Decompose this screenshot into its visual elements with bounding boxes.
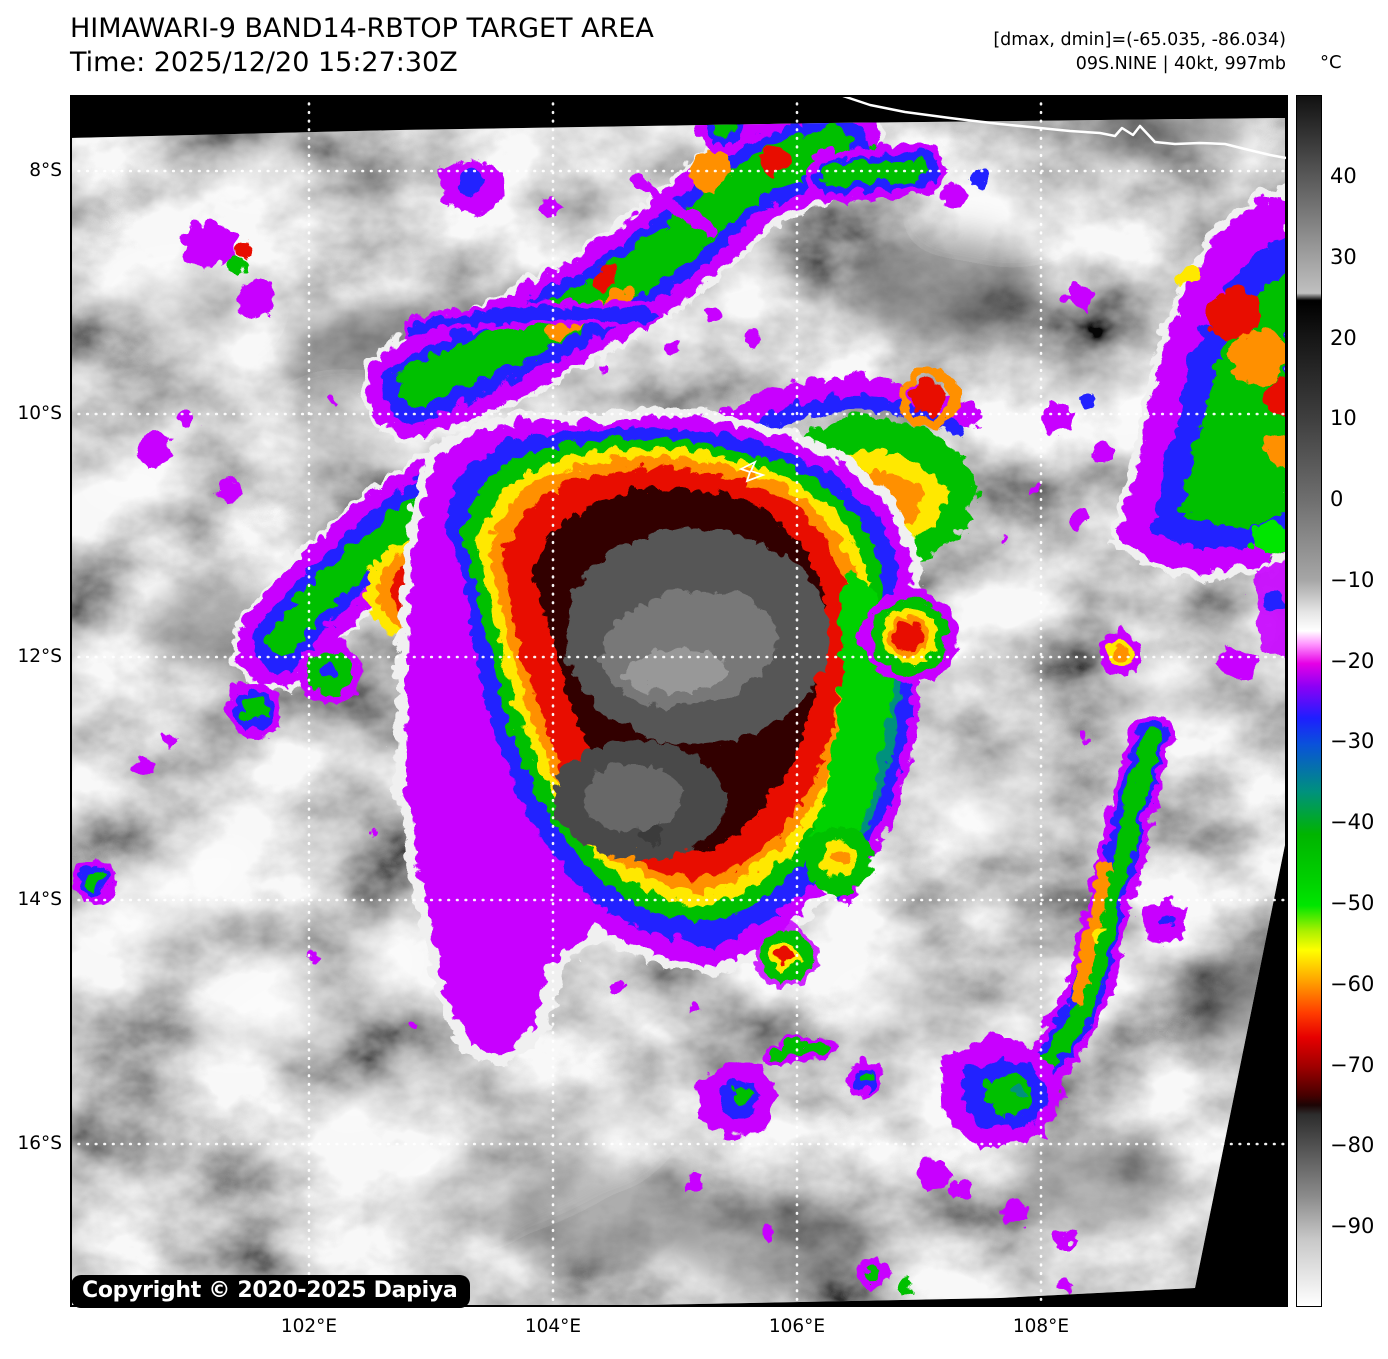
lat-tick-label: 10°S: [17, 403, 62, 424]
plot-border: [70, 95, 1288, 1307]
colorbar-tick-label: −30: [1330, 729, 1375, 753]
colorbar-tick-label: −90: [1330, 1214, 1375, 1238]
lon-tick-label: 104°E: [524, 1316, 582, 1337]
storm-info-label: 09S.NINE | 40kt, 997mb: [1075, 54, 1286, 74]
colorbar-tick-label: −20: [1330, 649, 1375, 673]
map-canvas: Copyright © 2020-2025 Dapiya: [70, 95, 1288, 1308]
lat-tick-label: 12°S: [17, 646, 62, 667]
lat-tick-label: 16°S: [17, 1133, 62, 1154]
colorbar-tick-label: −70: [1330, 1053, 1375, 1077]
colorbar-tick-label: −60: [1330, 972, 1375, 996]
colorbar-tick-label: −10: [1330, 568, 1375, 592]
colorbar-tick-label: −80: [1330, 1133, 1375, 1157]
colorbar-tick-label: −40: [1330, 810, 1375, 834]
enhanced-convection: [70, 118, 1285, 1288]
dmax-dmin-label: [dmax, dmin]=(-65.035, -86.034): [993, 30, 1286, 50]
header-meta-block: [dmax, dmin]=(-65.035, -86.034) 09S.NINE…: [993, 28, 1286, 76]
coastline: [842, 95, 1287, 160]
colorbar-tick-label: −50: [1330, 891, 1375, 915]
data-swath: [70, 118, 1285, 1307]
graticule: [70, 95, 1288, 1307]
product-time: Time: 2025/12/20 15:27:30Z: [70, 47, 458, 78]
colorbar-tick-label: 30: [1330, 245, 1357, 269]
page-title-block: HIMAWARI-9 BAND14-RBTOP TARGET AREA Time…: [70, 12, 654, 80]
lat-tick-label: 8°S: [29, 160, 62, 181]
storm-center-marker: [738, 460, 766, 483]
colorbar-tick-label: 10: [1330, 406, 1357, 430]
colorbar-tick-label: 0: [1330, 487, 1344, 511]
colorbar-tick-label: 40: [1330, 164, 1357, 188]
lon-tick-label: 106°E: [768, 1316, 826, 1337]
satellite-image: [70, 95, 1288, 1307]
product-title: HIMAWARI-9 BAND14-RBTOP TARGET AREA: [70, 13, 654, 44]
temperature-colorbar: [1296, 95, 1322, 1307]
lon-tick-label: 102°E: [280, 1316, 338, 1337]
lat-tick-label: 14°S: [17, 889, 62, 910]
copyright-badge: Copyright © 2020-2025 Dapiya: [71, 1275, 471, 1308]
colorbar-tick-label: 20: [1330, 326, 1357, 350]
colorbar-unit-label: °C: [1320, 52, 1342, 73]
lon-tick-label: 108°E: [1012, 1316, 1070, 1337]
